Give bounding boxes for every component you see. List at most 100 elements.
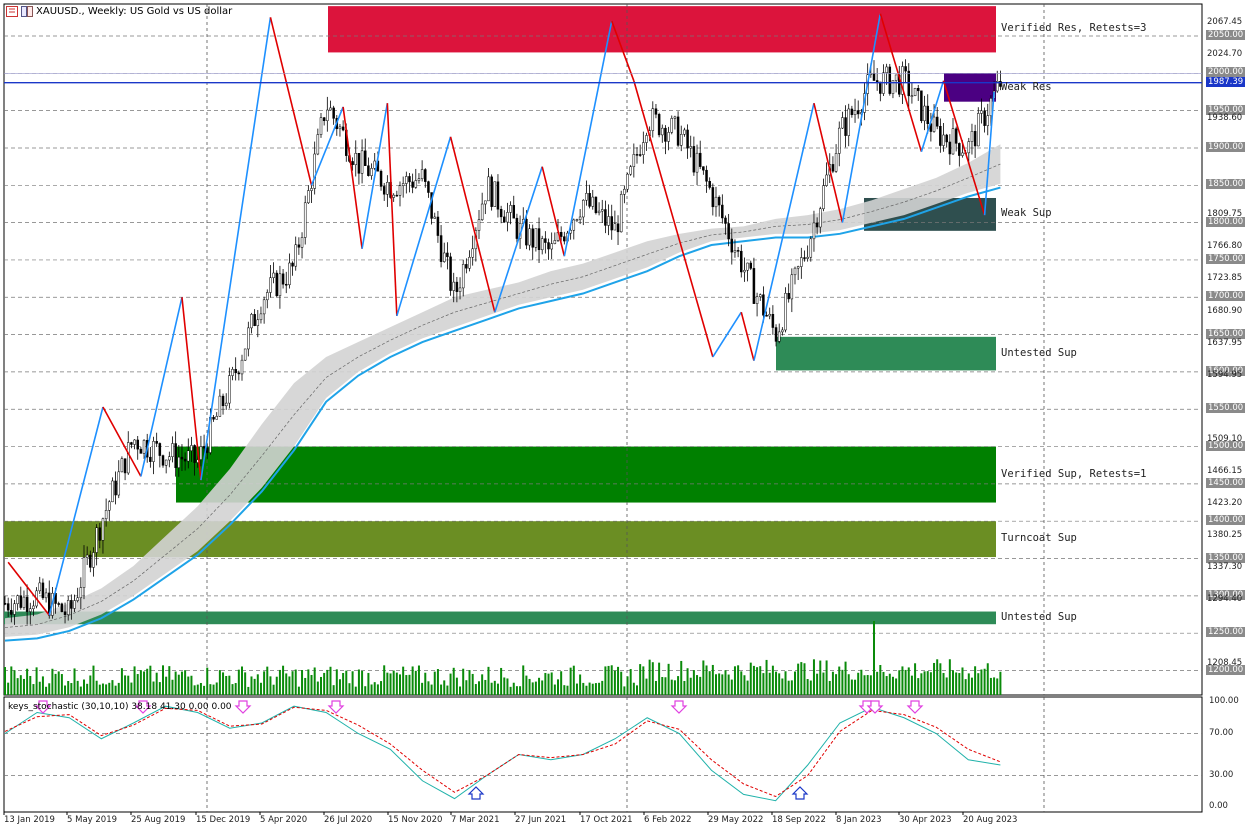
volume-bar <box>70 683 73 695</box>
volume-bar <box>60 674 63 695</box>
zone-label: Untested Sup <box>1001 346 1077 359</box>
candle-body <box>926 105 929 125</box>
candle-body <box>471 248 474 258</box>
zone-label: Turncoat Sup <box>1001 532 1077 545</box>
candle-body <box>651 108 655 131</box>
volume-bar <box>383 665 386 695</box>
volume-bar <box>503 677 506 695</box>
volume-bar <box>885 676 888 695</box>
candle-body <box>916 88 920 92</box>
volume-bar <box>459 686 462 695</box>
zigzag-segment <box>269 17 313 186</box>
symbol-icon[interactable] <box>21 6 33 17</box>
candle-body <box>142 440 146 454</box>
sell-arrow-icon <box>670 700 688 714</box>
candle-body <box>92 552 95 568</box>
volume-bar <box>225 676 228 695</box>
candle-body <box>872 73 876 81</box>
candle-body <box>322 117 326 121</box>
candle-body <box>705 169 708 182</box>
candle-body <box>338 126 342 130</box>
volume-bar <box>563 685 566 695</box>
price-axis-label: 2024.70 <box>1207 48 1243 59</box>
volume-bar <box>184 670 187 695</box>
candle-body <box>841 117 844 129</box>
volume-bar <box>617 666 620 695</box>
candle-body <box>642 142 645 155</box>
volume-bar <box>677 676 680 695</box>
candle-body <box>85 554 89 558</box>
candle-body <box>958 143 961 156</box>
candle-body <box>174 443 177 468</box>
volume-bar <box>696 675 699 695</box>
volume-bar <box>237 669 240 695</box>
volume-bar <box>613 670 616 695</box>
volume-bar <box>727 674 730 695</box>
volume-bar <box>244 672 247 695</box>
candle-body <box>676 116 680 146</box>
candle-body <box>803 257 806 259</box>
candle-body <box>714 196 718 208</box>
volume-bar <box>101 683 104 695</box>
volume-bar <box>4 667 6 695</box>
candle-body <box>683 129 686 135</box>
volume-bar <box>544 672 547 695</box>
candle-body <box>60 603 64 612</box>
volume-bar <box>724 670 727 695</box>
volume-bar <box>253 678 256 695</box>
candle-body <box>777 331 781 342</box>
volume-bar <box>958 673 961 695</box>
volume-bar <box>405 675 408 695</box>
volume-bar <box>560 671 563 695</box>
volume-bar <box>402 666 405 695</box>
candle-body <box>22 596 26 608</box>
volume-bar <box>427 681 430 695</box>
candle-body <box>973 131 977 147</box>
volume-bar <box>737 665 740 695</box>
zone-label: Untested Sup <box>1001 610 1077 623</box>
candle-body <box>736 250 740 252</box>
candle-body <box>986 115 990 126</box>
candle-body <box>619 194 623 233</box>
volume-bar <box>117 682 120 695</box>
volume-bar <box>180 671 183 695</box>
volume-bar <box>478 681 480 695</box>
candle-body <box>702 166 705 171</box>
volume-bar <box>493 680 496 695</box>
volume-bar <box>623 686 626 695</box>
volume-bar <box>285 673 288 695</box>
candle-body <box>461 264 465 289</box>
volume-bar <box>446 685 449 695</box>
volume-bar <box>749 662 752 695</box>
volume-bar <box>910 675 913 695</box>
volume-bar <box>139 670 142 695</box>
candle-body <box>667 132 670 142</box>
price-level-label: 1950.00 <box>1206 104 1246 115</box>
candle-body <box>111 480 114 503</box>
candle-body <box>692 146 696 173</box>
candle-body <box>796 266 800 269</box>
volume-bar <box>215 682 218 695</box>
candle-body <box>613 223 617 231</box>
candle-body <box>932 116 936 132</box>
candle-body <box>41 582 45 599</box>
volume-bar <box>484 679 487 695</box>
volume-bar <box>999 671 1002 695</box>
volume-bar <box>664 677 667 695</box>
volume-bar <box>29 675 32 695</box>
candle-body <box>875 80 879 83</box>
candle-body <box>970 131 974 142</box>
volume-bar <box>177 674 180 695</box>
candle-body <box>458 287 462 292</box>
candle-body <box>724 217 727 224</box>
chart-type-icon[interactable] <box>6 6 18 17</box>
volume-bar <box>645 678 648 695</box>
volume-bar <box>588 682 591 695</box>
volume-bar <box>348 683 351 695</box>
volume-bar <box>569 667 572 695</box>
volume-bar <box>775 671 778 695</box>
volume-bar <box>838 666 841 695</box>
volume-bar <box>259 682 262 695</box>
candle-body <box>199 446 203 460</box>
candle-body <box>989 98 993 116</box>
